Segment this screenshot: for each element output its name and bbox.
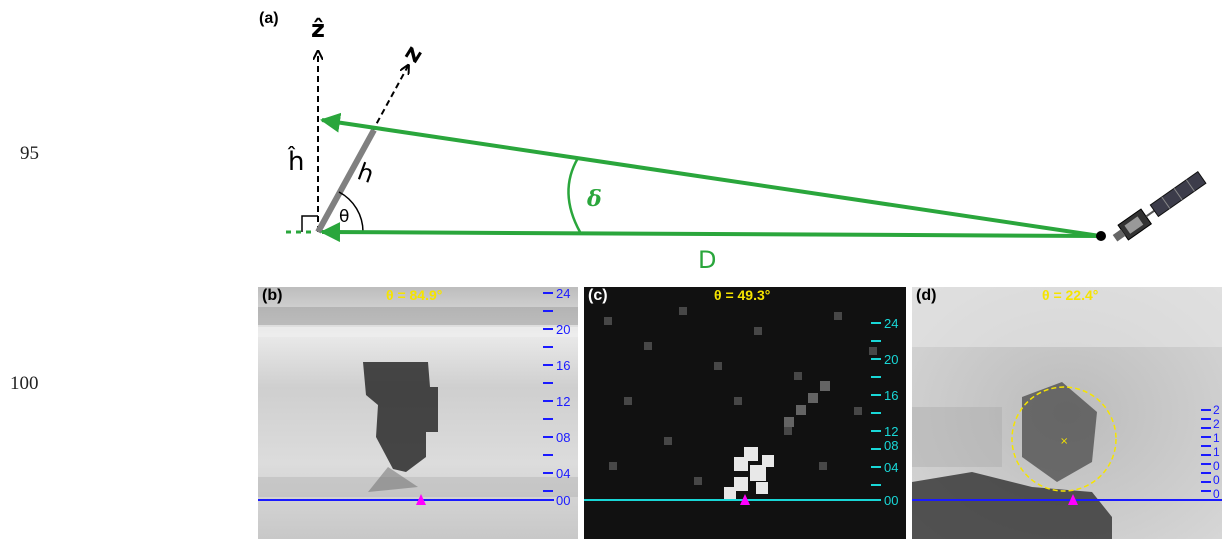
tick-label: 08 [556, 430, 570, 445]
panel-d: × 2 2 1 1 0 0 0 (d) θ = 22.4° [912, 287, 1222, 539]
tick-label: 00 [884, 493, 898, 508]
geometry-diagram: (a) ẑ z θ ĥ h δ D [259, 10, 1207, 274]
tick-label: 16 [556, 358, 570, 373]
tick-label: 2 [1213, 417, 1220, 431]
tick-label: 04 [556, 466, 570, 481]
satellite-icon [1096, 171, 1207, 242]
tick-label: 2 [1213, 403, 1220, 417]
detection-circle [1011, 386, 1117, 492]
ray-lower [320, 222, 1101, 243]
panel-b: 24 20 16 12 08 04 00 (b) θ = 84.9° [258, 287, 578, 539]
marker-triangle [1068, 494, 1078, 505]
tick-label: 04 [884, 460, 898, 475]
delta-arc [567, 157, 582, 233]
tick-label: 24 [556, 287, 570, 301]
tick-label: 00 [556, 493, 570, 508]
tick-label: 0 [1213, 487, 1220, 501]
marker-triangle [740, 494, 750, 505]
right-angle-mark [301, 215, 318, 232]
theta-value-d: θ = 22.4° [1042, 287, 1099, 303]
panel-label-c: (c) [588, 287, 608, 304]
height-scale [1201, 409, 1211, 492]
theta-label: θ [339, 207, 349, 227]
marker-triangle [416, 494, 426, 505]
z-label: z [396, 41, 427, 68]
delta-label: δ [586, 186, 602, 212]
height-scale [871, 322, 881, 486]
tick-label: 0 [1213, 473, 1220, 487]
tick-label: 08 [884, 438, 898, 453]
line-number-95: 95 [20, 143, 39, 164]
tick-label: 24 [884, 316, 898, 331]
center-mark: × [1060, 436, 1068, 447]
zhat-label: ẑ [311, 15, 325, 43]
tick-label: 0 [1213, 459, 1220, 473]
distance-label: D [698, 246, 716, 274]
height-scale [543, 292, 553, 492]
ray-upper [320, 112, 1101, 238]
theta-value-b: θ = 84.9° [386, 287, 443, 303]
panel-label-a: (a) [259, 10, 279, 27]
tick-label: 1 [1213, 431, 1220, 445]
hhat-label: ĥ [287, 145, 304, 177]
theta-value-c: θ = 49.3° [714, 287, 771, 303]
z-axis [371, 66, 408, 133]
tick-label: 12 [884, 424, 898, 439]
tick-label: 20 [556, 322, 570, 337]
panel-c: 24 20 16 12 08 04 00 (c) θ = 49.3° [584, 287, 906, 539]
tick-label: 12 [556, 394, 570, 409]
theta-arc [338, 191, 364, 233]
line-number-100: 100 [10, 373, 39, 394]
tick-label: 20 [884, 352, 898, 367]
tick-label: 1 [1213, 445, 1220, 459]
panel-label-b: (b) [262, 287, 283, 304]
tower-bar [315, 128, 377, 234]
tick-label: 16 [884, 388, 898, 403]
panel-label-d: (d) [916, 287, 937, 304]
